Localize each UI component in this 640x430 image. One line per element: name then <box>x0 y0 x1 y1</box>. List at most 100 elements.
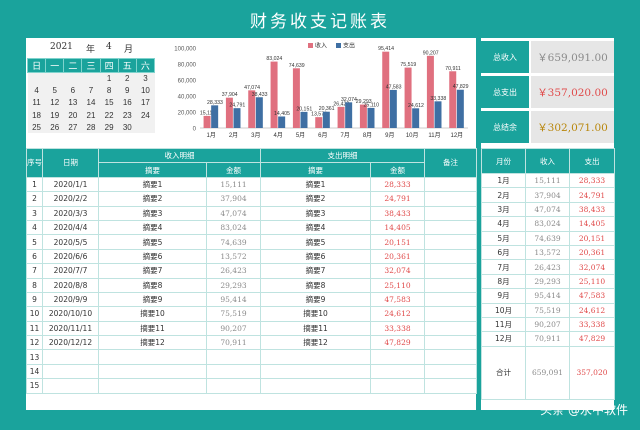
income-amount[interactable]: 47,074 <box>206 205 261 221</box>
calendar-day[interactable]: 2 <box>118 72 137 85</box>
expense-amount[interactable]: 24,612 <box>370 306 425 322</box>
row-note[interactable] <box>424 205 477 221</box>
calendar-day[interactable]: 3 <box>136 72 155 85</box>
row-index[interactable]: 1 <box>26 176 43 193</box>
expense-amount[interactable]: 24,791 <box>370 191 425 207</box>
row-index[interactable]: 7 <box>26 263 43 279</box>
income-summary[interactable]: 摘要10 <box>98 306 207 322</box>
calendar-day[interactable]: 27 <box>63 121 82 134</box>
expense-summary[interactable]: 摘要4 <box>260 219 371 236</box>
income-amount[interactable]: 37,904 <box>206 191 261 207</box>
calendar-day[interactable]: 1 <box>100 72 119 85</box>
row-index[interactable]: 14 <box>26 363 43 380</box>
row-note[interactable] <box>424 176 477 193</box>
income-amount[interactable]: 70,911 <box>206 335 261 351</box>
row-index[interactable]: 5 <box>26 234 43 250</box>
expense-amount[interactable]: 25,110 <box>370 277 425 293</box>
expense-summary[interactable]: 摘要5 <box>260 234 371 250</box>
calendar-day[interactable]: 7 <box>81 84 101 97</box>
calendar-day[interactable]: 14 <box>81 96 101 110</box>
income-amount[interactable] <box>206 363 261 380</box>
row-date[interactable]: 2020/12/12 <box>42 335 99 351</box>
row-note[interactable] <box>424 234 477 250</box>
row-date[interactable]: 2020/9/9 <box>42 291 99 308</box>
calendar-day[interactable]: 26 <box>45 121 64 134</box>
income-summary[interactable]: 摘要7 <box>98 263 207 279</box>
calendar-day[interactable]: 28 <box>81 121 101 134</box>
income-amount[interactable] <box>206 349 261 365</box>
row-index[interactable]: 11 <box>26 320 43 337</box>
expense-summary[interactable] <box>260 349 371 365</box>
row-index[interactable]: 15 <box>26 378 43 394</box>
expense-summary[interactable]: 摘要8 <box>260 277 371 293</box>
income-amount[interactable]: 95,414 <box>206 291 261 308</box>
expense-summary[interactable]: 摘要3 <box>260 205 371 221</box>
row-note[interactable] <box>424 277 477 293</box>
expense-summary[interactable] <box>260 363 371 380</box>
income-summary[interactable]: 摘要4 <box>98 219 207 236</box>
expense-amount[interactable]: 20,151 <box>370 234 425 250</box>
expense-amount[interactable]: 33,338 <box>370 320 425 337</box>
calendar-day[interactable]: 6 <box>63 84 82 97</box>
row-index[interactable]: 2 <box>26 191 43 207</box>
income-amount[interactable]: 13,572 <box>206 248 261 265</box>
row-note[interactable] <box>424 335 477 351</box>
income-summary[interactable]: 摘要6 <box>98 248 207 265</box>
row-note[interactable] <box>424 263 477 279</box>
expense-amount[interactable] <box>370 349 425 365</box>
calendar-day[interactable]: 21 <box>81 109 101 122</box>
income-summary[interactable]: 摘要5 <box>98 234 207 250</box>
expense-summary[interactable]: 摘要7 <box>260 263 371 279</box>
calendar-day[interactable]: 10 <box>136 84 155 97</box>
row-date[interactable]: 2020/8/8 <box>42 277 99 293</box>
income-amount[interactable]: 90,207 <box>206 320 261 337</box>
expense-summary[interactable]: 摘要12 <box>260 335 371 351</box>
row-index[interactable]: 10 <box>26 306 43 322</box>
calendar-day[interactable]: 23 <box>118 109 137 122</box>
income-summary[interactable] <box>98 349 207 365</box>
row-date[interactable] <box>42 349 99 365</box>
calendar-day[interactable]: 18 <box>27 109 46 122</box>
row-date[interactable]: 2020/5/5 <box>42 234 99 250</box>
row-note[interactable] <box>424 291 477 308</box>
row-date[interactable]: 2020/6/6 <box>42 248 99 265</box>
income-summary[interactable] <box>98 378 207 394</box>
row-date[interactable]: 2020/2/2 <box>42 191 99 207</box>
expense-amount[interactable]: 47,829 <box>370 335 425 351</box>
calendar-year[interactable]: 2021 <box>50 42 73 52</box>
income-summary[interactable]: 摘要8 <box>98 277 207 293</box>
income-amount[interactable]: 83,024 <box>206 219 261 236</box>
row-note[interactable] <box>424 219 477 236</box>
expense-summary[interactable]: 摘要2 <box>260 191 371 207</box>
row-date[interactable]: 2020/3/3 <box>42 205 99 221</box>
income-summary[interactable]: 摘要12 <box>98 335 207 351</box>
expense-amount[interactable]: 47,583 <box>370 291 425 308</box>
row-index[interactable]: 3 <box>26 205 43 221</box>
row-note[interactable] <box>424 191 477 207</box>
income-amount[interactable]: 15,111 <box>206 176 261 193</box>
row-note[interactable] <box>424 320 477 337</box>
income-summary[interactable]: 摘要9 <box>98 291 207 308</box>
expense-amount[interactable]: 38,433 <box>370 205 425 221</box>
row-note[interactable] <box>424 306 477 322</box>
expense-summary[interactable]: 摘要6 <box>260 248 371 265</box>
income-summary[interactable]: 摘要2 <box>98 191 207 207</box>
calendar-day[interactable]: 8 <box>100 84 119 97</box>
income-amount[interactable]: 75,519 <box>206 306 261 322</box>
expense-amount[interactable]: 32,074 <box>370 263 425 279</box>
calendar-day[interactable]: 16 <box>118 96 137 110</box>
calendar-day[interactable]: 22 <box>100 109 119 122</box>
expense-amount[interactable]: 20,361 <box>370 248 425 265</box>
row-note[interactable] <box>424 378 477 394</box>
row-index[interactable]: 8 <box>26 277 43 293</box>
expense-amount[interactable] <box>370 363 425 380</box>
calendar-day[interactable]: 20 <box>63 109 82 122</box>
calendar-month[interactable]: 4 <box>106 42 112 52</box>
row-date[interactable]: 2020/10/10 <box>42 306 99 322</box>
row-date[interactable]: 2020/1/1 <box>42 176 99 193</box>
expense-summary[interactable]: 摘要9 <box>260 291 371 308</box>
calendar-day[interactable]: 25 <box>27 121 46 134</box>
row-index[interactable]: 6 <box>26 248 43 265</box>
row-date[interactable] <box>42 378 99 394</box>
calendar-day[interactable]: 17 <box>136 96 155 110</box>
